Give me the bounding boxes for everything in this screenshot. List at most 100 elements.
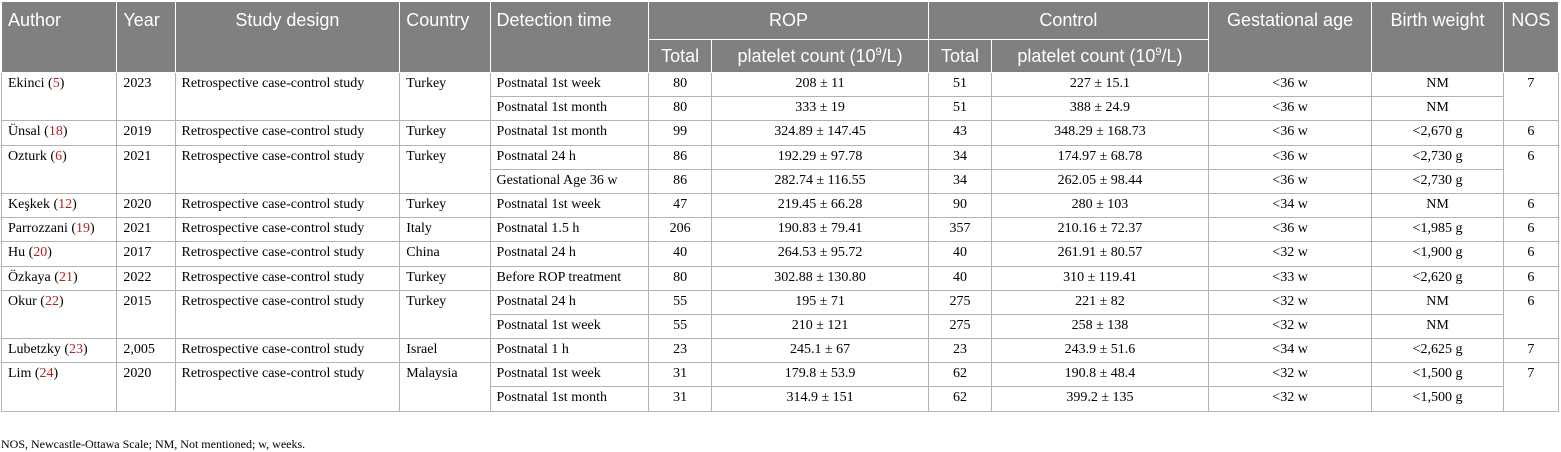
birth-weight-cell: <2,670 g — [1371, 120, 1504, 146]
control-total-cell: 275 — [927, 313, 993, 340]
rop-platelet-cell: 208 ± 11 — [711, 71, 929, 98]
reference-link[interactable]: 6 — [55, 148, 63, 164]
control-platelet-cell: 310 ± 119.41 — [991, 265, 1209, 291]
header-detection-time: Detection time — [489, 1, 650, 73]
control-platelet-cell: 221 ± 82 — [991, 289, 1209, 315]
year-cell: 2017 — [116, 241, 176, 267]
control-total-cell: 34 — [927, 168, 993, 194]
author-cell: Keşkek (12) — [0, 192, 118, 219]
nos-cell: 7 — [1502, 71, 1560, 122]
rop-total-cell: 99 — [648, 120, 713, 146]
detection-time-cell: Postnatal 1st month — [489, 386, 650, 412]
rop-platelet-cell: 264.53 ± 95.72 — [711, 241, 929, 267]
rop-total-cell: 80 — [648, 96, 713, 122]
control-platelet-cell: 262.05 ± 98.44 — [991, 168, 1209, 194]
detection-time-cell: Postnatal 1.5 h — [489, 217, 650, 243]
detection-time-cell: Postnatal 1st week — [489, 362, 650, 388]
country-cell: Italy — [399, 217, 491, 243]
reference-link[interactable]: 22 — [44, 293, 59, 309]
control-platelet-cell: 280 ± 103 — [991, 192, 1209, 219]
rop-total-cell: 86 — [648, 144, 713, 170]
author-cell: Lubetzky (23) — [0, 338, 118, 364]
detection-time-cell: Postnatal 1st month — [489, 96, 650, 122]
rop-platelet-cell: 219.45 ± 66.28 — [711, 192, 929, 219]
study-design-cell: Retrospective case-control study — [174, 338, 401, 364]
control-total-cell: 62 — [927, 386, 993, 412]
nos-cell: 6 — [1502, 265, 1560, 291]
year-cell: 2020 — [116, 192, 176, 219]
table-footnote: NOS, Newcastle-Ottawa Scale; NM, Not men… — [1, 437, 306, 451]
control-platelet-cell: 399.2 ± 135 — [991, 386, 1209, 412]
rop-platelet-cell: 210 ± 121 — [711, 313, 929, 340]
control-platelet-cell: 190.8 ± 48.4 — [991, 362, 1209, 388]
year-cell: 2020 — [116, 362, 176, 412]
table-row: Postnatal 1st week 55 210 ± 121 275 258 ± 13… — [2, 313, 1559, 340]
birth-weight-cell: NM — [1371, 192, 1504, 219]
rop-platelet-cell: 314.9 ± 151 — [711, 386, 929, 412]
gestational-age-cell: <32 w — [1207, 241, 1373, 267]
rop-platelet-cell: 282.74 ± 116.55 — [711, 168, 929, 194]
detection-time-cell: Postnatal 24 h — [489, 241, 650, 267]
reference-link[interactable]: 21 — [58, 269, 73, 285]
reference-link[interactable]: 18 — [48, 124, 63, 140]
detection-time-cell: Postnatal 24 h — [489, 289, 650, 315]
country-cell: Turkey — [399, 192, 491, 219]
rop-platelet-cell: 192.29 ± 97.78 — [711, 144, 929, 170]
control-total-cell: 357 — [927, 217, 993, 243]
reference-link[interactable]: 5 — [52, 76, 60, 91]
header-birth-weight: Birth weight — [1371, 1, 1504, 73]
birth-weight-cell: NM — [1371, 289, 1504, 315]
control-total-cell: 51 — [927, 96, 993, 122]
studies-table: Author Year Study design Country Detecti… — [0, 1, 1560, 412]
control-platelet-cell: 258 ± 138 — [991, 313, 1209, 340]
birth-weight-cell: <1,500 g — [1371, 362, 1504, 388]
reference-link[interactable]: 24 — [39, 366, 54, 382]
author-cell: Özkaya (21) — [0, 265, 118, 291]
reference-link[interactable]: 12 — [58, 196, 73, 212]
year-cell: 2,005 — [116, 338, 176, 364]
table-row: Lim (24) 2020 Retrospective case-control s… — [0, 362, 1560, 412]
author-name: Lim — [8, 366, 32, 382]
header-nos: NOS — [1502, 1, 1560, 73]
study-design-cell: Retrospective case-control study — [174, 120, 401, 146]
table-row: Lubetzky (23) 2,005 Retrospective case-con… — [0, 338, 1560, 364]
study-design-cell: Retrospective case-control study — [174, 362, 401, 412]
country-cell: Israel — [399, 338, 491, 364]
author-name: Ozturk — [8, 148, 47, 164]
nos-cell: 6 — [1502, 120, 1560, 146]
author-name: Ünsal — [8, 124, 41, 140]
study-design-cell: Retrospective case-control study — [174, 192, 401, 219]
country-cell: Malaysia — [399, 362, 491, 412]
detection-time-cell: Postnatal 1st week — [489, 192, 650, 219]
gestational-age-cell: <32 w — [1207, 289, 1373, 315]
rop-total-cell: 40 — [648, 241, 713, 267]
birth-weight-cell: <2,730 g — [1371, 168, 1504, 194]
reference-link[interactable]: 23 — [69, 342, 84, 358]
table-header: Author Year Study design Country Detecti… — [0, 1, 1560, 73]
header-gestational-age: Gestational age — [1207, 1, 1373, 73]
reference-link[interactable]: 20 — [33, 245, 48, 261]
nos-cell: 6 — [1502, 217, 1560, 243]
gestational-age-cell: <36 w — [1207, 71, 1373, 98]
author-name: Parrozzani — [8, 221, 68, 237]
control-total-cell: 51 — [927, 71, 993, 98]
control-total-cell: 43 — [927, 120, 993, 146]
year-cell: 2015 — [116, 289, 176, 340]
study-design-cell: Retrospective case-control study — [174, 289, 401, 340]
detection-time-cell: Postnatal 1 h — [489, 338, 650, 364]
rop-total-cell: 23 — [648, 338, 713, 364]
author-name: Keşkek — [8, 196, 50, 212]
control-platelet-cell: 243.9 ± 51.6 — [991, 338, 1209, 364]
gestational-age-cell: <36 w — [1207, 217, 1373, 243]
rop-total-cell: 80 — [648, 265, 713, 291]
rop-total-cell: 31 — [648, 386, 713, 412]
author-cell: Ünsal (18) — [0, 120, 118, 146]
author-name: Özkaya — [8, 269, 51, 285]
year-cell: 2023 — [116, 71, 176, 122]
reference-link[interactable]: 19 — [76, 221, 91, 237]
table-row: Gestational Age 36 w 86 282.74 ± 116.55 34 2… — [2, 168, 1559, 194]
country-cell: China — [399, 241, 491, 267]
rop-platelet-cell: 195 ± 71 — [711, 289, 929, 315]
table-row: Özkaya (21) 2022 Retrospective case-contro… — [0, 265, 1560, 291]
birth-weight-cell: <1,900 g — [1371, 241, 1504, 267]
